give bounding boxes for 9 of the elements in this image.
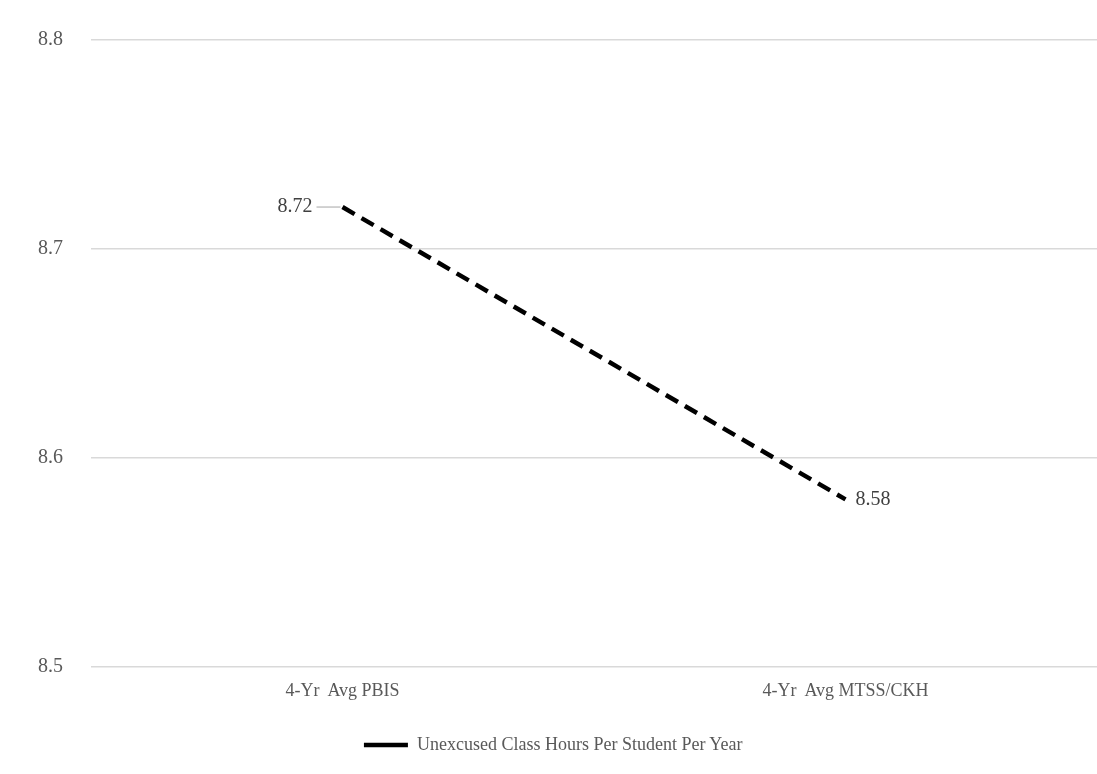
legend-label: Unexcused Class Hours Per Student Per Year: [416, 733, 743, 754]
x-tick-label: 4-Yr Avg MTSS/CKH: [762, 679, 929, 700]
y-tick-label: 8.8: [38, 27, 63, 50]
y-tick-label: 8.7: [38, 236, 63, 259]
data-label: 8.72: [277, 194, 313, 217]
y-tick-label: 8.6: [38, 444, 63, 467]
data-label: 8.58: [855, 486, 891, 509]
y-tick-label: 8.5: [38, 653, 63, 676]
x-tick-label: 4-Yr Avg PBIS: [285, 679, 400, 700]
